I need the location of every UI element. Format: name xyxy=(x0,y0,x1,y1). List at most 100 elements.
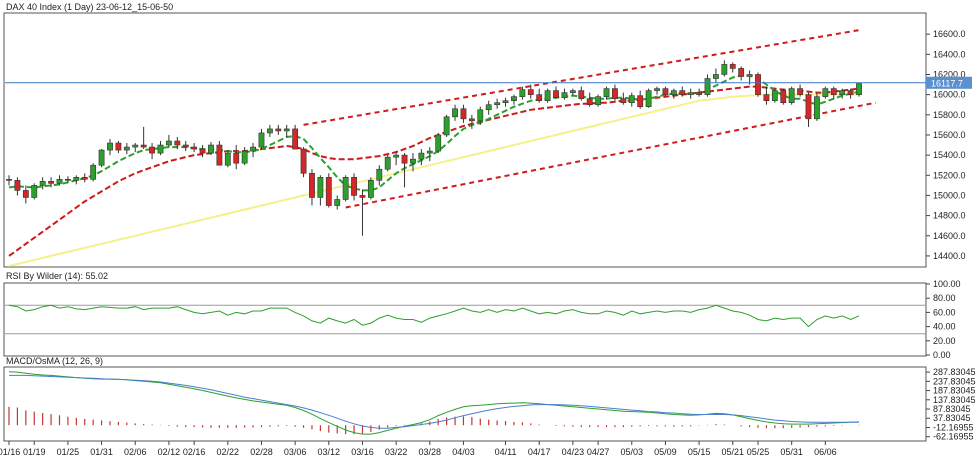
price-candles xyxy=(6,60,862,236)
candle-body xyxy=(191,146,198,150)
candle-body xyxy=(149,146,155,154)
candle xyxy=(654,86,660,95)
candle xyxy=(115,141,122,154)
candle xyxy=(309,169,315,206)
candle-body xyxy=(31,185,38,198)
candle xyxy=(157,141,164,156)
candle-body xyxy=(334,199,341,206)
candle xyxy=(527,84,534,99)
price-y-axis: 16600.0 16400.0 16200.0 16000.0 15800.0 15600… xyxy=(926,29,966,261)
candle xyxy=(351,173,357,201)
candle xyxy=(224,150,231,168)
candle xyxy=(65,176,71,184)
candle xyxy=(780,88,787,105)
x-tick-label: 03/16 xyxy=(351,447,374,457)
candle-body xyxy=(553,90,559,98)
candle xyxy=(814,92,820,121)
candle-body xyxy=(401,154,408,164)
candle xyxy=(637,90,644,109)
x-tick-label: 02/12 xyxy=(158,447,181,457)
candle xyxy=(536,88,543,103)
candle xyxy=(73,175,80,185)
x-tick-label: 04/23 xyxy=(562,447,585,457)
candle-body xyxy=(426,150,433,154)
candle xyxy=(300,147,307,178)
candle xyxy=(266,124,273,137)
candle-body xyxy=(511,96,517,101)
x-tick-label: 02/28 xyxy=(250,447,273,457)
candle-body xyxy=(174,140,181,146)
candle xyxy=(250,143,256,158)
candle xyxy=(384,155,391,172)
price-pane-title: DAX 40 Index (1 Day) 23-06-12_15-06-50 xyxy=(6,2,173,12)
candle xyxy=(771,88,778,103)
candle-body xyxy=(123,146,130,151)
candle-body xyxy=(140,144,147,148)
candle xyxy=(182,141,189,152)
candle-body xyxy=(569,90,576,93)
last-price-badge xyxy=(926,76,972,89)
candle xyxy=(704,74,711,97)
candle-body xyxy=(216,144,223,166)
signal-line xyxy=(9,374,859,429)
candle-body xyxy=(670,90,677,95)
candle-body xyxy=(14,180,21,191)
candle-body xyxy=(410,158,416,164)
candle-body xyxy=(224,152,231,166)
candle xyxy=(241,147,248,166)
candle xyxy=(81,173,88,183)
candle-body xyxy=(342,176,349,200)
candle xyxy=(22,185,29,204)
candle-body xyxy=(81,176,88,180)
candle-body xyxy=(233,152,240,164)
x-tick-label: 01/19 xyxy=(23,447,46,457)
candle-body xyxy=(241,150,248,164)
x-tick-label: 05/09 xyxy=(654,447,677,457)
rsi-y-axis: 100.00 80.00 60.00 40.00 20.00 0.00 xyxy=(926,279,961,360)
candle xyxy=(376,165,383,186)
candle xyxy=(325,173,332,208)
candle-body xyxy=(628,95,635,104)
candle-body xyxy=(132,144,139,148)
candle-body xyxy=(519,89,526,97)
candle xyxy=(494,98,501,109)
x-tick-label: 05/31 xyxy=(780,447,803,457)
candle-body xyxy=(679,90,686,95)
candle xyxy=(435,132,442,154)
candle xyxy=(107,138,113,156)
candle-body xyxy=(182,144,189,148)
candle-body xyxy=(485,104,492,111)
candle xyxy=(746,70,753,85)
candle xyxy=(612,84,618,101)
candle-body xyxy=(208,144,214,154)
candle xyxy=(670,88,677,99)
candle xyxy=(56,175,63,186)
x-tick-label: 03/12 xyxy=(318,447,341,457)
candle xyxy=(216,141,223,166)
price-pane: DAX 40 Index (1 Day) 23-06-12_15-06-50 1… xyxy=(3,2,972,268)
macd-y-tick-label: -12.16955 xyxy=(933,422,974,432)
candle-body xyxy=(654,88,660,91)
price-y-tick-label: 15600.0 xyxy=(933,130,966,140)
candle-body xyxy=(822,88,829,97)
candle xyxy=(283,124,290,137)
candle xyxy=(275,124,282,135)
x-tick-label: 02/16 xyxy=(183,447,206,457)
macd-pane-title: MACD/OsMA (12, 26, 9) xyxy=(6,356,103,366)
candle xyxy=(856,82,862,97)
x-tick-label: 02/22 xyxy=(217,447,240,457)
candle-body xyxy=(39,181,46,186)
candle-body xyxy=(755,74,761,95)
candle-body xyxy=(266,128,273,134)
candle xyxy=(511,94,517,105)
date-x-axis: 01/16 01/19 01/25 01/31 02/06 02/12 02/16 02/22… xyxy=(0,441,837,457)
candle xyxy=(258,128,265,150)
macd-y-tick-label: 187.83045 xyxy=(933,386,975,396)
candle xyxy=(191,143,198,153)
macd-y-tick-label: 237.83045 xyxy=(933,376,975,386)
macd-line xyxy=(8,371,860,435)
candle xyxy=(31,183,38,200)
candle xyxy=(174,136,181,150)
candle-body xyxy=(292,128,299,150)
candle-body xyxy=(729,64,736,69)
